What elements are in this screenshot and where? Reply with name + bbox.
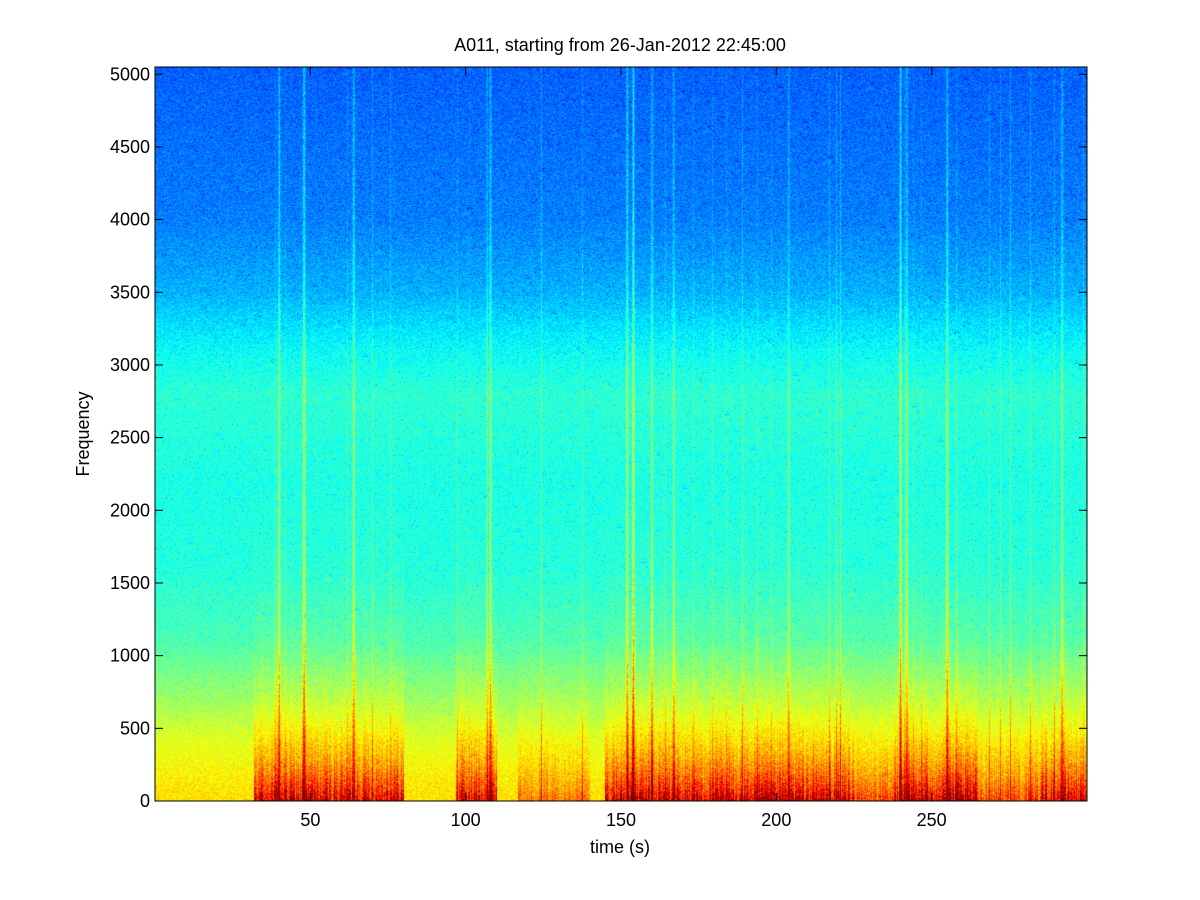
y-tick-label: 1500 (110, 573, 150, 593)
y-tick-label: 1000 (110, 646, 150, 666)
x-tick-label: 200 (761, 810, 791, 830)
x-tick-label: 150 (606, 810, 636, 830)
x-tick-labels: 50 100 150 200 250 (300, 810, 946, 830)
y-tick-label: 3500 (110, 282, 150, 302)
chart-title: A011, starting from 26-Jan-2012 22:45:00 (454, 35, 786, 55)
x-tick-label: 250 (917, 810, 947, 830)
spectrogram-image (155, 67, 1087, 801)
y-tick-label: 500 (120, 718, 150, 738)
y-tick-label: 2500 (110, 428, 150, 448)
y-tick-label: 0 (140, 791, 150, 811)
y-tick-label: 2000 (110, 500, 150, 520)
y-tick-labels: 0 500 1000 1500 2000 2500 3000 3500 4000 4500 5000 (110, 64, 150, 811)
y-tick-label: 4500 (110, 137, 150, 157)
y-tick-label: 5000 (110, 64, 150, 84)
x-tick-label: 50 (300, 810, 320, 830)
y-tick-label: 4000 (110, 210, 150, 230)
x-axis-label: time (s) (590, 837, 650, 857)
y-axis-label: Frequency (73, 391, 93, 476)
plot-frame (154, 66, 1088, 802)
y-tick-label: 3000 (110, 355, 150, 375)
x-tick-label: 100 (451, 810, 481, 830)
plot-image-container (155, 67, 1087, 801)
